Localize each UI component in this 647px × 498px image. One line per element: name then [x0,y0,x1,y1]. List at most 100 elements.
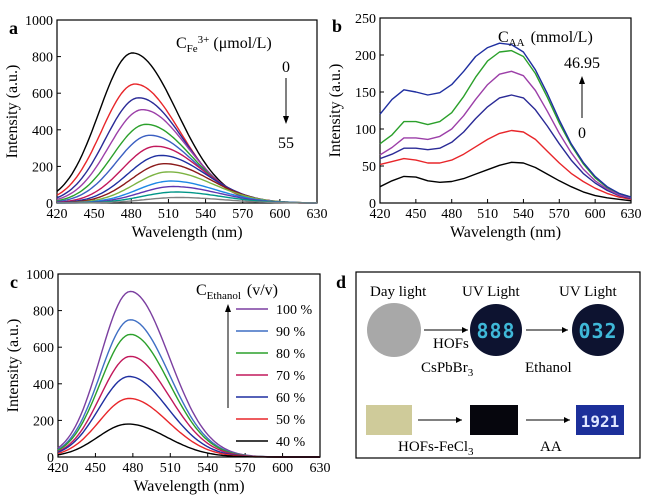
ann-sup: 3+ [198,34,210,46]
y-tick-label: 400 [32,124,53,139]
ann-unit: (μmol/L) [213,35,271,52]
x-tick-label: 480 [441,207,462,222]
y-tick-label: 1000 [25,14,53,29]
y-tick-label: 0 [47,451,54,466]
panel-c: 420 450 480 510 540 570 600 630 0 200 400 600 800 100… [5,268,331,495]
y-tick-label: 0 [46,197,53,212]
panel-letter: a [9,18,18,38]
y-tick-label: 600 [33,341,54,356]
x-tick-label: 510 [158,207,179,222]
aa-arrow-head [579,76,585,84]
ethanol-label: Ethanol [525,360,572,376]
x-tick-label: 420 [47,207,68,222]
x-tick-label: 450 [85,461,106,476]
y-tick-label: 800 [32,51,53,66]
x-tick-label: 480 [121,207,142,222]
fe-series-line [56,154,317,204]
x-tick-label: 540 [513,207,534,222]
cspbbr3-label: CsPbBr3 [421,360,474,379]
y-tick-label: 600 [32,87,53,102]
x-tick-label: 630 [307,207,328,222]
x-tick-label: 630 [621,207,642,222]
aa-concentration-label: CAA (mmol/L) [498,29,593,49]
ethanol-legend-title: CEthanol (v/v) [196,282,278,302]
aa-series-line [379,49,632,198]
x-axis-label: Wavelength (nm) [131,224,242,241]
plot-frame [379,17,632,204]
legend-label: 50 % [276,413,306,428]
legend-label: 70 % [276,369,306,384]
ethanol-series-line [57,423,320,458]
ann-sub: Ethanol [207,290,241,302]
legend-label: 40 % [276,435,306,450]
x-tick-label: 420 [370,207,391,222]
panel-d: d Day light UV Light UV Light 888 032 HO… [336,271,641,459]
day-light-sample-disc [367,303,421,357]
panel-letter-d: d [336,272,346,292]
x-tick-label: 630 [310,461,331,476]
y-tick-label: 0 [369,197,376,212]
x-tick-label: 570 [235,461,256,476]
panel-b: 420 450 480 510 540 570 600 630 0 50 100 150 200 250 W… [327,12,642,241]
legend-label: 60 % [276,391,306,406]
legend-label: 80 % [276,347,306,362]
y-tick-label: 250 [355,12,376,27]
x-tick-label: 510 [477,207,498,222]
hofs-fecl3-label: HOFs-FeCl3 [398,439,474,458]
legend-label: 100 % [276,303,313,318]
y-axis-label: Intensity (a.u.) [327,64,344,158]
fe-end-label: 55 [278,135,294,152]
panel-letter: b [332,16,342,36]
fe-series-line [56,52,317,204]
fe-arrow-head [283,116,289,124]
uv-light-label-1: UV Light [462,284,520,300]
plot-frame [57,273,321,458]
display-1921: 1921 [581,412,620,431]
ann-main: C [498,29,509,46]
aa-series-line [379,70,632,199]
y-axis-label: Intensity (a.u.) [5,319,22,413]
day-light-label: Day light [370,284,427,300]
plot-frame [56,19,318,204]
x-tick-label: 480 [122,461,143,476]
y-axis-label: Intensity (a.u.) [4,65,21,159]
x-tick-label: 450 [84,207,105,222]
aa-series-line [379,161,632,202]
hofs-fecl3-film [366,405,412,435]
aa-series-line [379,42,632,198]
dark-film [470,405,518,435]
aa-series-line [379,129,632,200]
ann-unit: (v/v) [247,282,278,299]
ethanol-arrow-head [225,304,231,312]
cspbbr3-sub: 3 [468,367,474,379]
x-tick-label: 570 [549,207,570,222]
uv-sample-disc-1 [470,304,522,356]
y-tick-label: 200 [32,160,53,175]
aa-label: AA [540,439,562,455]
y-tick-label: 200 [355,49,376,64]
hofs-fecl3-sub: 3 [468,446,474,458]
hofs-label: HOFs [433,336,469,352]
y-tick-label: 50 [362,160,376,175]
fe-start-label: 0 [282,59,290,76]
x-tick-label: 540 [197,461,218,476]
x-tick-label: 420 [48,461,69,476]
arrow-3-head [456,417,462,423]
ann-main: C [196,282,207,299]
aa-display-panel [576,405,624,435]
x-tick-label: 540 [195,207,216,222]
y-tick-label: 1000 [26,268,54,283]
ann-sub: AA [509,37,525,49]
fe-series-line [57,196,318,204]
x-tick-label: 600 [272,461,293,476]
ann-sub: Fe [187,43,198,55]
x-tick-label: 600 [269,207,290,222]
aa-bottom-label: 0 [578,125,586,142]
display-888: 888 [476,319,515,343]
x-tick-label: 450 [405,207,426,222]
cspbbr3-main: CsPbBr [421,360,468,376]
aa-series-line [379,94,632,200]
fe-concentration-label: CFe3+ (μmol/L) [176,34,272,55]
arrow-1-head [462,327,468,333]
